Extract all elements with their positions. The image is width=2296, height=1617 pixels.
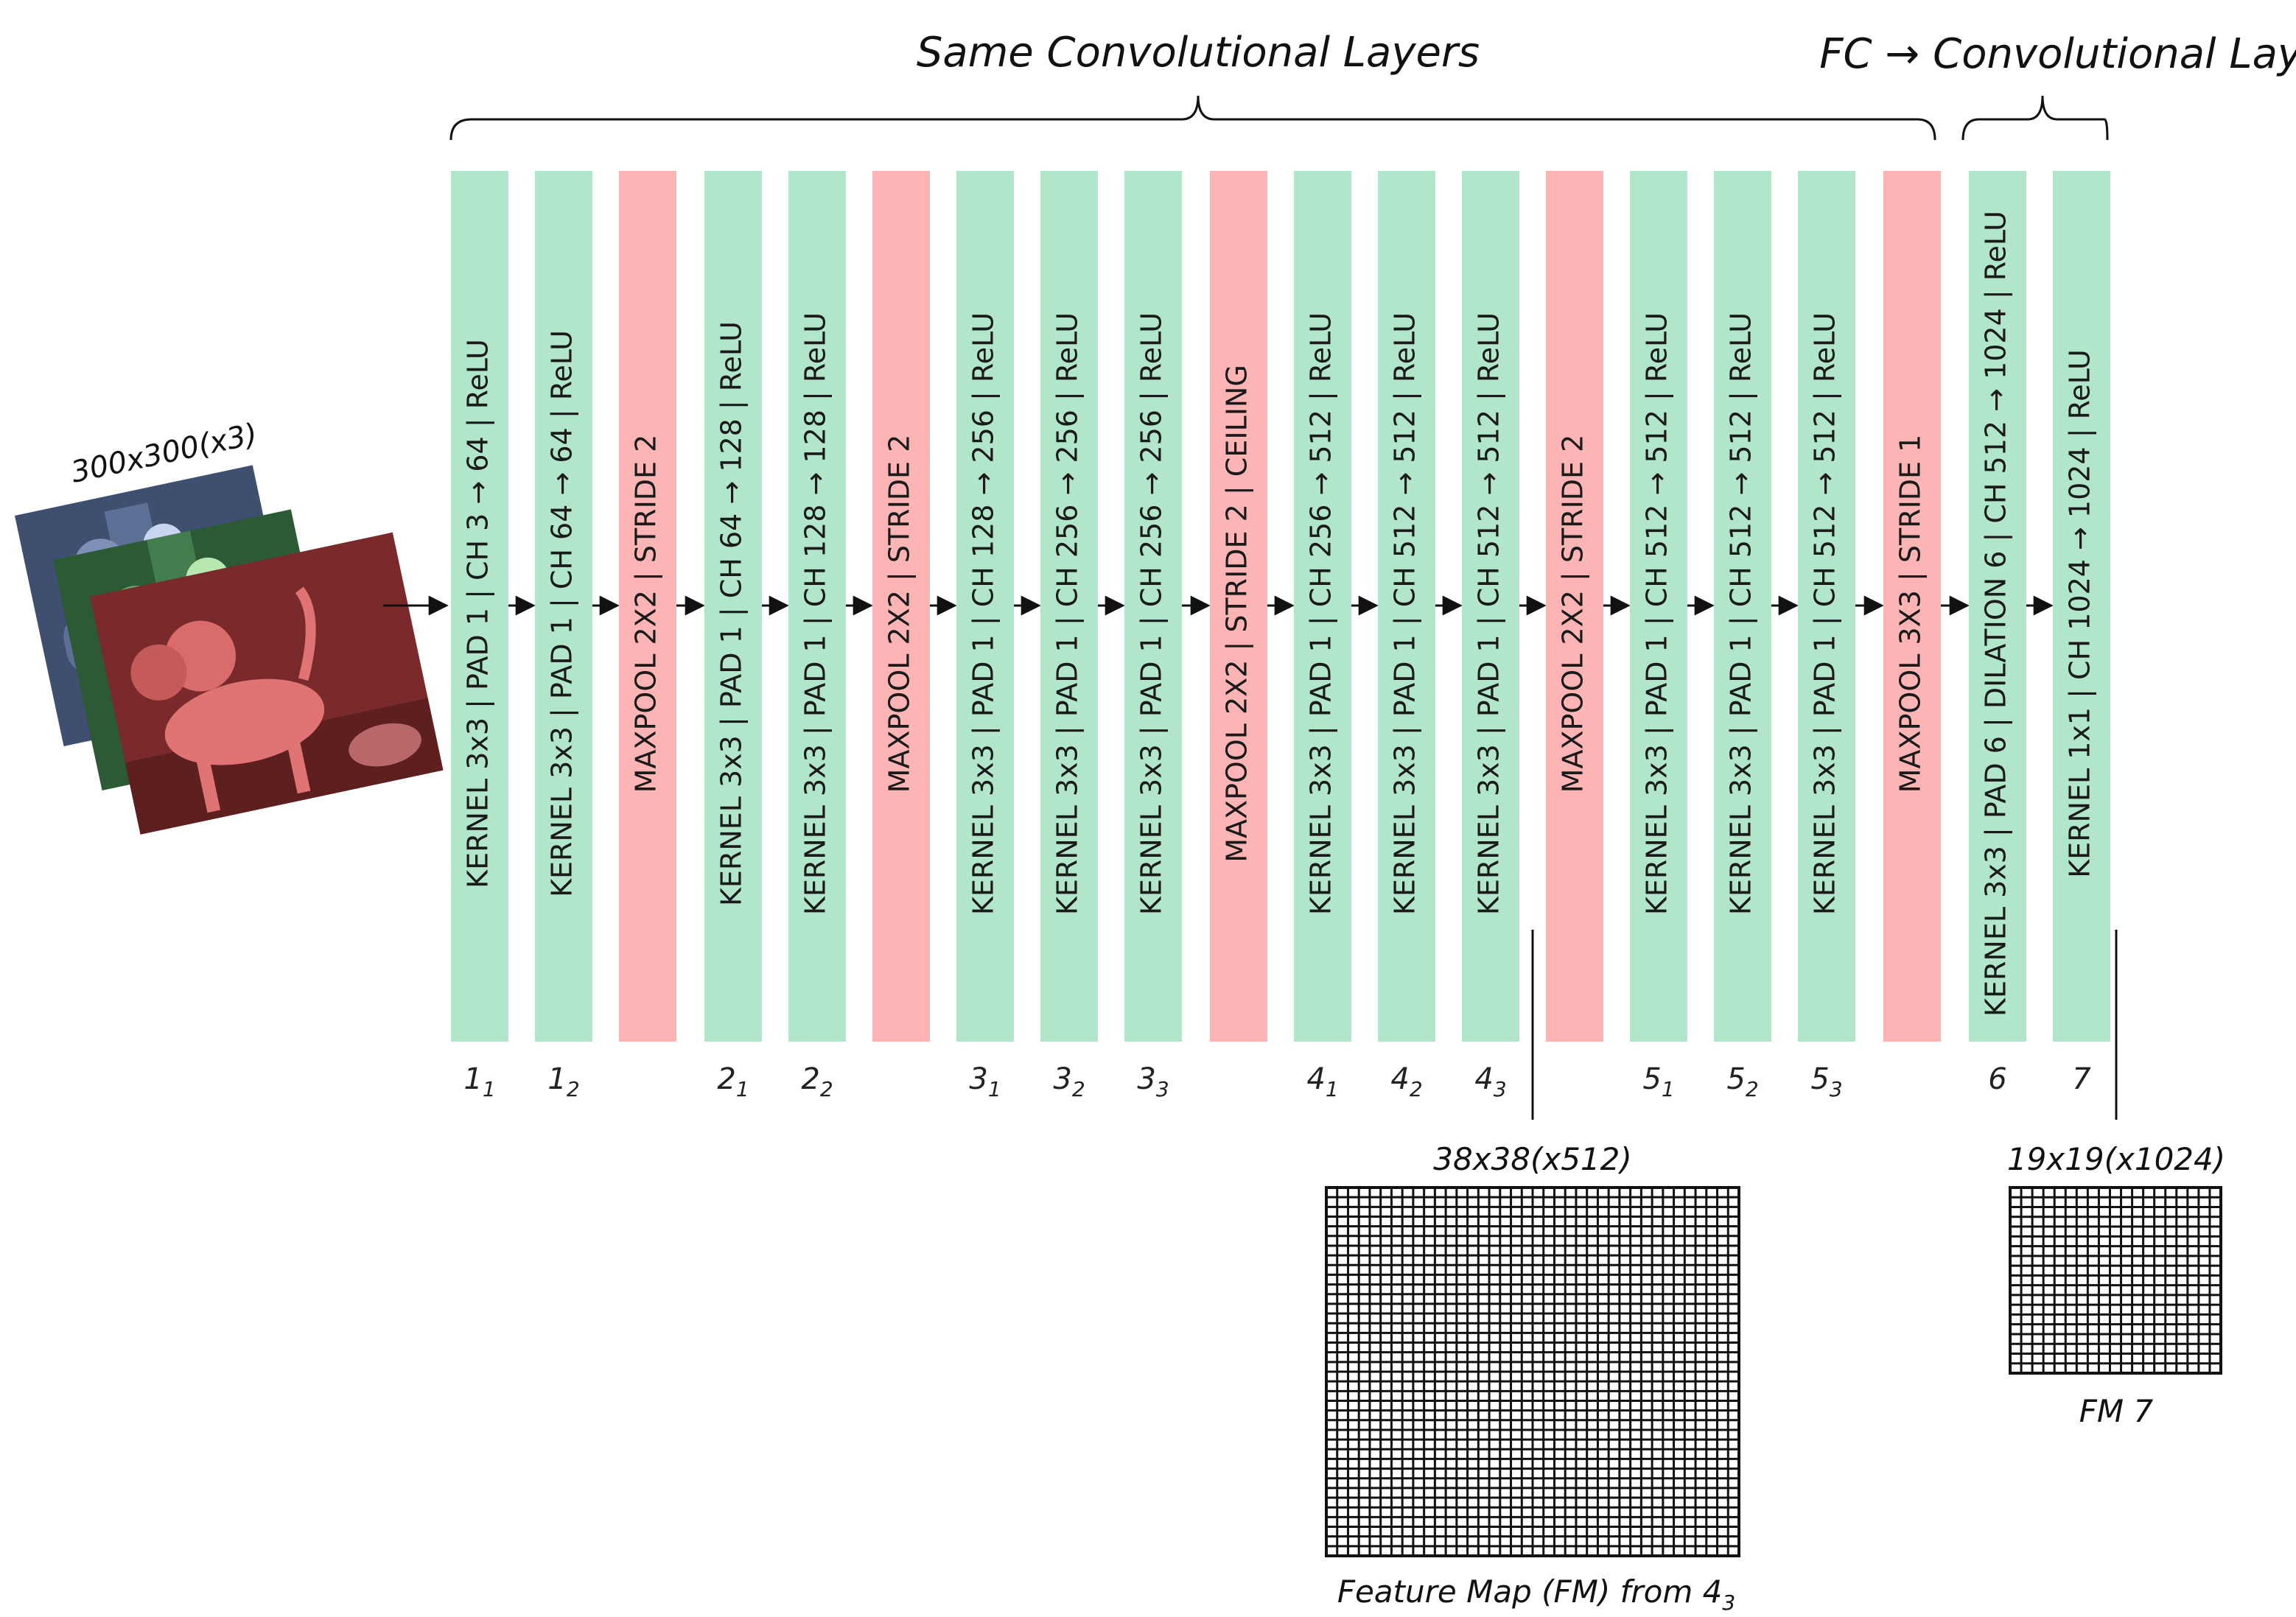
fm43-grid-lines xyxy=(1326,1188,1739,1556)
layer-label-6: MAXPOOL 2X2 | STRIDE 2 xyxy=(883,435,917,793)
layer-label-9: KERNEL 3x3 | PAD 1 | CH 256 → 256 | ReLU xyxy=(1135,312,1169,915)
layer-label-17: KERNEL 3x3 | PAD 1 | CH 512 → 512 | ReLU xyxy=(1809,312,1842,915)
layer-index-12: 42 xyxy=(1390,1062,1422,1101)
layer-label-11: KERNEL 3x3 | PAD 1 | CH 256 → 512 | ReLU xyxy=(1305,312,1338,915)
maxpool-layer-3 xyxy=(619,171,676,1042)
maxpool-layer-10 xyxy=(1210,171,1267,1042)
conv-layer-15 xyxy=(1630,171,1687,1042)
conv-layer-12 xyxy=(1378,171,1435,1042)
layer-index-8: 32 xyxy=(1053,1062,1085,1101)
layer-index-19: 6 xyxy=(1988,1062,2006,1096)
layer-label-19: KERNEL 3x3 | PAD 6 | DILATION 6 | CH 512… xyxy=(1980,211,2013,1017)
layer-label-10: MAXPOOL 2X2 | STRIDE 2 | CEILING xyxy=(1221,365,1254,863)
layer-index-7: 31 xyxy=(969,1062,1001,1101)
brace-fc-conv xyxy=(1961,95,2109,141)
layer-index-2: 12 xyxy=(547,1062,579,1101)
layer-label-13: KERNEL 3x3 | PAD 1 | CH 512 → 512 | ReLU xyxy=(1473,312,1506,915)
layer-index-5: 22 xyxy=(801,1062,833,1101)
layer-label-20: KERNEL 1x1 | CH 1024 → 1024 | ReLU xyxy=(2064,349,2097,878)
layer-index-13: 43 xyxy=(1474,1062,1506,1101)
layer-index-9: 33 xyxy=(1137,1062,1169,1101)
conv-layer-17 xyxy=(1798,171,1855,1042)
conv-layer-11 xyxy=(1294,171,1351,1042)
fm7-grid xyxy=(2009,1186,2222,1375)
conv-layer-16 xyxy=(1714,171,1771,1042)
maxpool-layer-18 xyxy=(1883,171,1941,1042)
conv-layer-19 xyxy=(1969,171,2026,1042)
layer-label-4: KERNEL 3x3 | PAD 1 | CH 64 → 128 | ReLU xyxy=(715,321,749,906)
fm43-caption: Feature Map (FM) from 43 xyxy=(1337,1574,1735,1615)
layer-label-18: MAXPOOL 3X3 | STRIDE 1 xyxy=(1894,435,1928,793)
maxpool-layer-6 xyxy=(872,171,930,1042)
layer-index-16: 52 xyxy=(1726,1062,1758,1101)
layer-label-15: KERNEL 3x3 | PAD 1 | CH 512 → 512 | ReLU xyxy=(1641,312,1674,915)
layer-label-14: MAXPOOL 2X2 | STRIDE 2 xyxy=(1557,435,1590,793)
maxpool-layer-14 xyxy=(1546,171,1603,1042)
feature-maps xyxy=(1325,1186,2222,1557)
conv-layer-20 xyxy=(2053,171,2110,1042)
fm7-caption: FM 7 xyxy=(2079,1393,2154,1429)
input-image-stack: 300x300(x3) xyxy=(15,417,444,835)
conv-layer-13 xyxy=(1462,171,1519,1042)
conv-layer-7 xyxy=(956,171,1014,1042)
layer-stack: KERNEL 3x3 | PAD 1 | CH 3 → 64 | ReLU 11 K… xyxy=(451,171,2110,1101)
fm43-grid xyxy=(1325,1186,1740,1557)
layer-label-1: KERNEL 3x3 | PAD 1 | CH 3 → 64 | ReLU xyxy=(462,339,495,888)
header-same-conv-layers: Same Convolutional Layers xyxy=(917,29,1480,77)
layer-label-12: KERNEL 3x3 | PAD 1 | CH 512 → 512 | ReLU xyxy=(1389,312,1422,915)
header-fc-to-conv-layers: FC → Convolutional Layers xyxy=(1819,30,2296,78)
conv-layer-2 xyxy=(535,171,592,1042)
layer-label-7: KERNEL 3x3 | PAD 1 | CH 128 → 256 | ReLU xyxy=(967,312,1001,915)
fm7-grid-lines xyxy=(2010,1188,2221,1373)
conv-layer-8 xyxy=(1040,171,1098,1042)
brace-same-conv xyxy=(449,95,1936,141)
fm43-size-label: 38x38(x512) xyxy=(1433,1141,1632,1177)
fm7-border xyxy=(2009,1186,2222,1375)
layer-index-20: 7 xyxy=(2072,1062,2091,1096)
layer-label-2: KERNEL 3x3 | PAD 1 | CH 64 → 64 | ReLU xyxy=(546,330,579,897)
fm43-caption-main: Feature Map (FM) from 4 xyxy=(1337,1574,1723,1610)
conv-layer-4 xyxy=(704,171,762,1042)
layer-index-17: 53 xyxy=(1810,1062,1842,1101)
layer-index-1: 11 xyxy=(463,1062,495,1101)
input-red-channel xyxy=(90,532,444,835)
conv-layer-1 xyxy=(451,171,508,1042)
layer-index-15: 51 xyxy=(1642,1062,1674,1101)
layer-label-16: KERNEL 3x3 | PAD 1 | CH 512 → 512 | ReLU xyxy=(1725,312,1758,915)
fm7-size-label: 19x19(x1024) xyxy=(2007,1141,2225,1177)
layer-label-8: KERNEL 3x3 | PAD 1 | CH 256 → 256 | ReLU xyxy=(1051,312,1085,915)
layer-index-4: 21 xyxy=(717,1062,749,1101)
layer-label-5: KERNEL 3x3 | PAD 1 | CH 128 → 128 | ReLU xyxy=(799,312,833,915)
conv-layer-5 xyxy=(788,171,846,1042)
layer-index-11: 41 xyxy=(1306,1062,1338,1101)
fm43-caption-sub: 3 xyxy=(1722,1590,1735,1615)
layer-label-3: MAXPOOL 2X2 | STRIDE 2 xyxy=(630,435,663,793)
conv-layer-9 xyxy=(1124,171,1182,1042)
